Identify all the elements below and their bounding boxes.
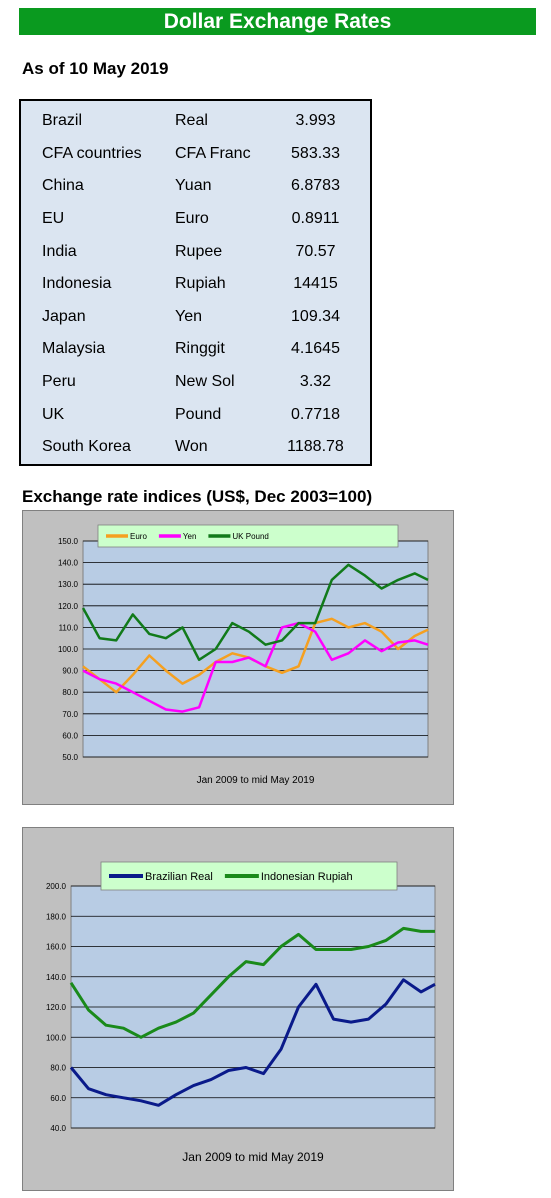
country-cell: CFA countries xyxy=(42,144,142,162)
currency-cell: Yen xyxy=(175,307,202,325)
y-tick-label: 110.0 xyxy=(59,623,79,632)
legend-label: Euro xyxy=(130,532,147,541)
country-cell: Indonesia xyxy=(42,275,112,293)
currency-cell: Pound xyxy=(175,405,222,423)
rate-row: China Yuan 6.8783 xyxy=(21,170,370,203)
rate-value-cell: 6.8783 xyxy=(291,177,340,195)
y-tick-label: 100.0 xyxy=(58,645,79,654)
chart-svg-1: 50.0 60.0 70.0 80.0 90.0 100.0 110.0 120.0 130.0… xyxy=(58,524,429,786)
section-title: Exchange rate indices (US$, Dec 2003=100… xyxy=(22,487,373,506)
rate-value-cell: 14415 xyxy=(293,275,338,293)
rate-row: Brazil Real 3.993 xyxy=(21,105,370,138)
rate-row: CFA countries CFA Franc 583.33 xyxy=(21,138,370,171)
country-cell: UK xyxy=(42,405,65,423)
x-axis-label: Jan 2009 to mid May 2019 xyxy=(182,1150,324,1164)
exchange-rate-table: Brazil Real 3.993 CFA countries CFA Franc 583… xyxy=(19,99,372,466)
country-cell: China xyxy=(42,177,84,195)
country-cell: South Korea xyxy=(42,438,131,456)
rate-row: EU Euro 0.8911 xyxy=(21,203,370,236)
indices-chart-2: 40.0 60.0 80.0 100.0 120.0 140.0 160.0 180.0 200… xyxy=(22,827,454,1191)
rate-row: UK Pound 0.7718 xyxy=(21,398,370,431)
y-tick-label: 200.0 xyxy=(46,882,67,891)
rate-value-cell: 0.8911 xyxy=(291,210,340,228)
indices-chart-1: 50.0 60.0 70.0 80.0 90.0 100.0 110.0 120.0 130.0… xyxy=(22,510,454,805)
y-tick-label: 160.0 xyxy=(46,943,67,952)
rate-value-cell: 109.34 xyxy=(291,307,340,325)
x-axis-label: Jan 2009 to mid May 2019 xyxy=(197,775,315,786)
y-tick-label: 120.0 xyxy=(46,1003,67,1012)
rate-value-cell: 3.993 xyxy=(295,112,336,130)
legend-label: Brazilian Real xyxy=(145,871,213,883)
currency-cell: Yuan xyxy=(175,177,212,195)
rate-row: Peru New Sol 3.32 xyxy=(21,366,370,399)
country-cell: Brazil xyxy=(42,112,83,130)
series-line-indonesian-rupiah xyxy=(69,926,435,1039)
y-tick-label: 130.0 xyxy=(58,580,79,589)
currency-cell: Won xyxy=(175,438,208,456)
currency-cell: Rupiah xyxy=(175,275,226,293)
country-cell: India xyxy=(42,242,77,260)
y-tick-label: 60.0 xyxy=(62,731,78,740)
y-tick-label: 140.0 xyxy=(46,973,67,982)
rate-row: Indonesia Rupiah 14415 xyxy=(21,268,370,301)
rate-row: Japan Yen 109.34 xyxy=(21,301,370,334)
series-line-uk-pound xyxy=(81,563,429,662)
country-cell: Japan xyxy=(42,307,86,325)
chart-svg-2: 40.0 60.0 80.0 100.0 120.0 140.0 160.0 180.0 200… xyxy=(46,861,436,1164)
country-cell: Peru xyxy=(42,373,76,391)
currency-cell: Ringgit xyxy=(175,340,225,358)
series-line-yen xyxy=(82,621,429,713)
currency-cell: Real xyxy=(175,112,208,130)
y-tick-label: 120.0 xyxy=(58,602,79,611)
legend xyxy=(97,524,399,548)
y-tick-label: 100.0 xyxy=(46,1033,67,1042)
y-tick-label: 60.0 xyxy=(50,1094,66,1103)
y-tick-label: 50.0 xyxy=(62,753,78,762)
y-tick-label: 40.0 xyxy=(50,1124,66,1133)
y-tick-label: 80.0 xyxy=(50,1064,66,1073)
rates-table: Brazil Real 3.993 CFA countries CFA Franc 583… xyxy=(21,105,370,464)
series-line-brazilian-real xyxy=(69,978,436,1107)
y-tick-label: 140.0 xyxy=(58,559,79,568)
rate-value-cell: 1188.78 xyxy=(287,438,344,456)
currency-cell: New Sol xyxy=(175,373,235,391)
y-tick-label: 90.0 xyxy=(62,667,78,676)
legend-label: Yen xyxy=(183,532,197,541)
y-tick-label: 80.0 xyxy=(62,688,78,697)
currency-cell: Rupee xyxy=(175,242,223,260)
country-cell: EU xyxy=(42,210,65,228)
y-tick-label: 180.0 xyxy=(46,912,67,921)
y-tick-label: 150.0 xyxy=(58,537,79,546)
rate-value-cell: 70.57 xyxy=(295,242,336,260)
legend-label: Indonesian Rupiah xyxy=(261,871,353,883)
legend-label: UK Pound xyxy=(232,532,268,541)
y-tick-label: 70.0 xyxy=(62,710,78,719)
rate-value-cell: 0.7718 xyxy=(291,405,340,423)
rate-row: Malaysia Ringgit 4.1645 xyxy=(21,333,370,366)
rate-value-cell: 3.32 xyxy=(299,373,332,391)
rate-value-cell: 4.1645 xyxy=(291,340,340,358)
rate-row: India Rupee 70.57 xyxy=(21,235,370,268)
rate-value-cell: 583.33 xyxy=(291,144,340,162)
page-title: Dollar Exchange Rates xyxy=(19,8,536,35)
currency-cell: CFA Franc xyxy=(175,144,251,162)
rate-row: South Korea Won 1188.78 xyxy=(21,431,370,464)
country-cell: Malaysia xyxy=(42,340,106,358)
currency-cell: Euro xyxy=(175,210,209,228)
as-of-date: As of 10 May 2019 xyxy=(22,59,169,78)
